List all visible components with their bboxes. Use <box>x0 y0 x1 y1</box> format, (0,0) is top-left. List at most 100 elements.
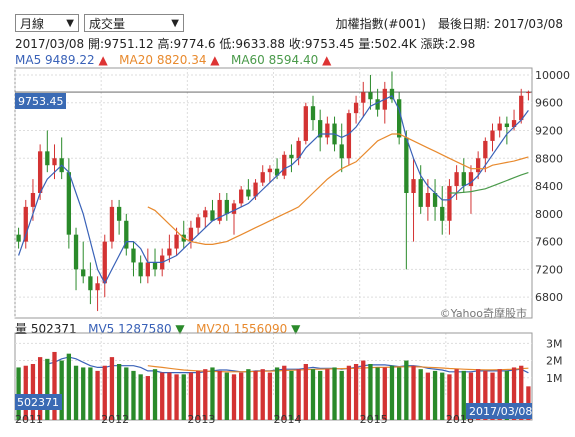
candle-body <box>102 241 107 284</box>
volume-bar <box>188 372 194 420</box>
price-tick-label: 7200 <box>535 263 563 276</box>
candle-body <box>73 234 79 270</box>
candle <box>231 199 237 235</box>
high-value: 9774.6 <box>173 37 216 51</box>
volume-tick-label: 3M <box>546 337 563 350</box>
low-label: 低: <box>219 37 236 51</box>
time-tick-label: 2014 <box>274 413 302 426</box>
time-tick-label: 2012 <box>101 413 129 426</box>
high-label: 高: <box>157 37 174 51</box>
candle-body <box>418 179 423 207</box>
volume-bar <box>138 374 143 420</box>
time-tick-label: 2011 <box>15 413 43 426</box>
candle-body <box>397 99 402 138</box>
volume-bar <box>325 369 330 420</box>
open-value: 9751.12 <box>104 37 154 51</box>
candle-body <box>195 217 201 228</box>
candle-body <box>475 158 481 173</box>
mv5-down-arrow-icon: ▼ <box>175 322 185 336</box>
volume-bar <box>246 369 251 420</box>
candle <box>483 137 488 173</box>
volume-bar <box>475 369 481 420</box>
volume-axis-labels: 1M 2M 3M <box>546 337 563 384</box>
volume-bar <box>296 369 301 420</box>
candle <box>411 158 416 242</box>
ma60-up-arrow-icon: ▲ <box>322 53 332 67</box>
candle <box>490 123 495 152</box>
price-tick-label: 8000 <box>535 208 563 221</box>
volume-bar <box>511 367 517 420</box>
close-value: 9753.45 <box>304 37 355 51</box>
candle <box>353 95 359 124</box>
volume-bar <box>253 370 258 420</box>
candle-body <box>346 113 352 159</box>
time-tick-label: 2015 <box>360 413 388 426</box>
period-select[interactable]: 月線 ▼ <box>15 14 79 32</box>
volume-bar <box>353 364 359 420</box>
volume-bar <box>411 365 416 420</box>
candle-body <box>425 193 431 207</box>
candle <box>303 102 308 145</box>
candle <box>239 186 244 207</box>
indicator-select[interactable]: 成交量 ▼ <box>84 14 184 32</box>
candle-body <box>30 193 36 207</box>
ma5-value: 9489.22 <box>45 53 95 67</box>
current-price-label: 9753.45 <box>18 95 64 108</box>
candle-body <box>66 172 72 235</box>
candle <box>361 81 366 117</box>
candle-body <box>519 95 524 121</box>
volume-label: 量: <box>358 37 375 51</box>
candle-body <box>210 210 215 221</box>
price-tick-label: 9600 <box>535 97 563 110</box>
candle <box>526 90 531 101</box>
ma60-line <box>449 172 529 194</box>
volume-bar <box>52 351 57 420</box>
open-label: 開: <box>88 37 105 51</box>
volume-bar <box>210 367 215 420</box>
candle <box>167 234 172 263</box>
candle <box>368 74 373 110</box>
candle-body <box>224 199 229 214</box>
time-tick-label: 2013 <box>187 413 215 426</box>
candle-body <box>447 186 452 221</box>
volume-bar <box>145 376 150 420</box>
candle <box>519 88 524 124</box>
price-tick-label: 9200 <box>535 125 563 138</box>
candle <box>210 199 215 221</box>
candle-body <box>375 99 380 110</box>
candle-body <box>95 283 100 291</box>
volume-bar <box>239 372 244 420</box>
candle-body <box>174 234 179 249</box>
volume-bar <box>368 364 373 420</box>
close-label: 收: <box>288 37 305 51</box>
volume-bar <box>88 367 93 420</box>
volume-bar <box>425 372 431 420</box>
low-value: 9633.88 <box>235 37 286 51</box>
candle-body <box>124 220 129 249</box>
ma60-label: MA60 <box>230 53 265 67</box>
volume-tick-label: 1M <box>546 372 563 385</box>
price-grid <box>14 67 533 395</box>
candle <box>382 81 387 124</box>
ma5-up-arrow-icon: ▲ <box>98 53 108 67</box>
candle <box>310 95 316 131</box>
volume-bar <box>382 367 387 420</box>
candle <box>296 137 301 166</box>
candle <box>195 213 201 235</box>
candle-body <box>310 106 316 121</box>
candle <box>116 199 122 235</box>
volume-bar <box>109 357 115 420</box>
candle-body <box>217 199 222 221</box>
candle <box>181 220 186 249</box>
volume-bar <box>375 367 380 420</box>
volume-bar <box>318 370 323 420</box>
volume-bar <box>224 372 229 420</box>
candle-body <box>88 276 93 291</box>
volume-bar <box>73 365 79 420</box>
volume-bar <box>95 370 100 420</box>
watermark: ©Yahoo奇摩股市 <box>440 306 527 320</box>
volume-bar <box>282 365 287 420</box>
candle-body <box>361 92 366 103</box>
candle-body <box>167 248 172 256</box>
